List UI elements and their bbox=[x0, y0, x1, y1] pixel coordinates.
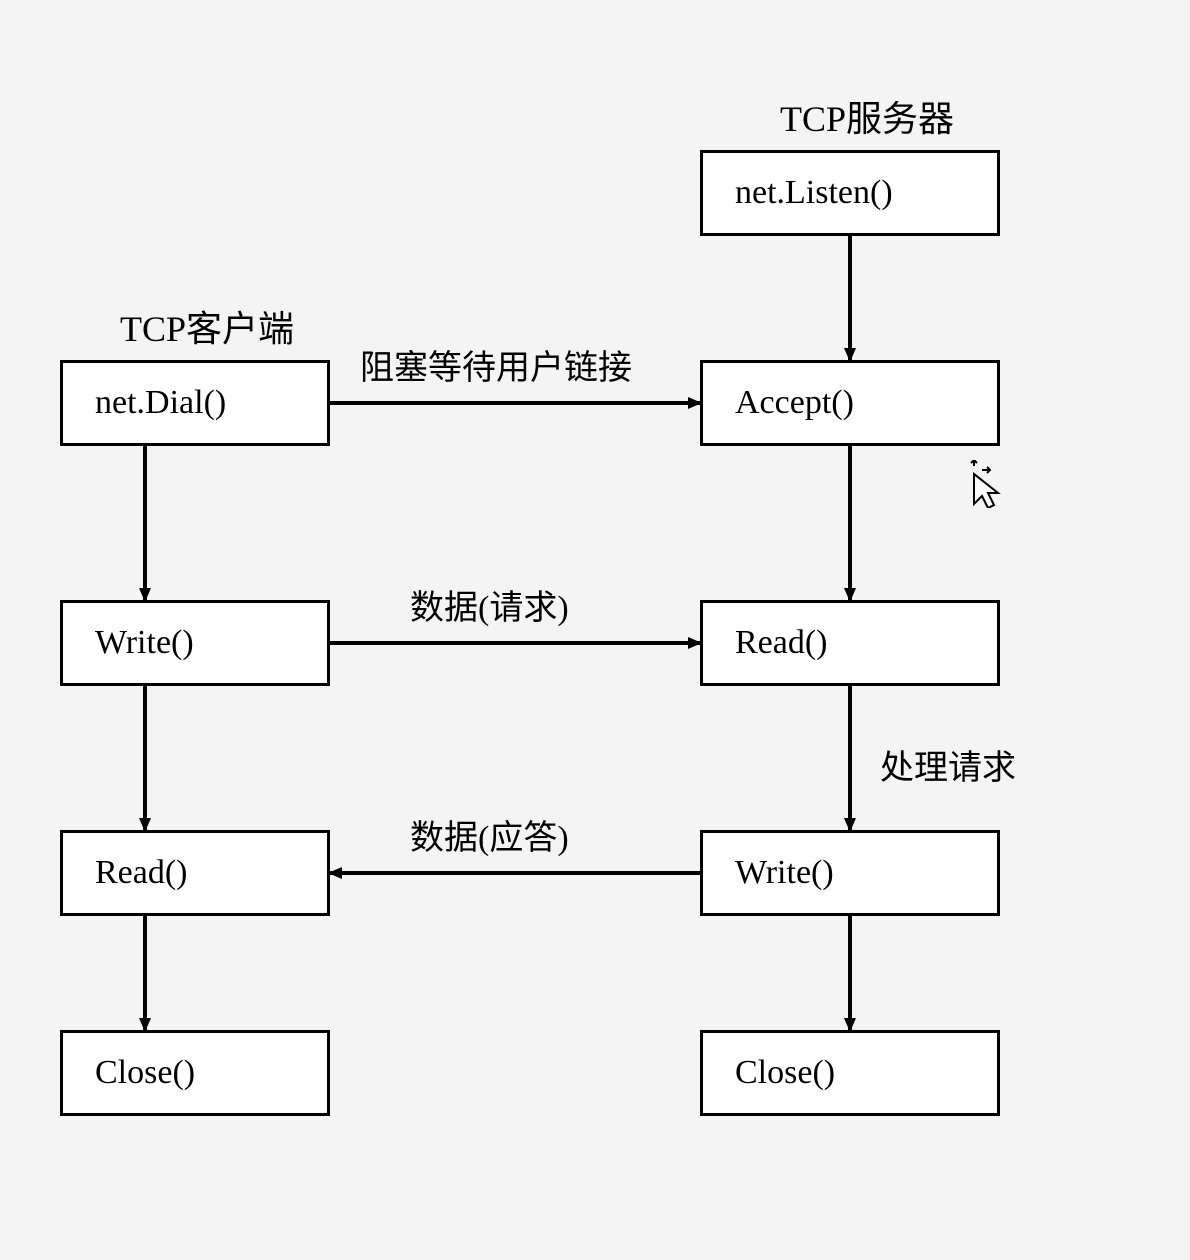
node-server-read: Read() bbox=[700, 600, 1000, 686]
edge-label-response: 数据(应答) bbox=[410, 810, 569, 859]
node-accept: Accept() bbox=[700, 360, 1000, 446]
cursor-move-icon bbox=[960, 460, 1008, 508]
node-client-write: Write() bbox=[60, 600, 330, 686]
flowchart-canvas: TCP客户端 TCP服务器 net.Listen() Accept() net.… bbox=[0, 0, 1190, 1260]
node-label: Read() bbox=[95, 854, 188, 892]
node-label: Write() bbox=[735, 854, 834, 892]
node-label: Read() bbox=[735, 624, 828, 662]
node-client-read: Read() bbox=[60, 830, 330, 916]
node-client-close: Close() bbox=[60, 1030, 330, 1116]
node-label: Close() bbox=[735, 1054, 835, 1092]
node-label: Write() bbox=[95, 624, 194, 662]
node-label: Close() bbox=[95, 1054, 195, 1092]
node-label: net.Listen() bbox=[735, 174, 893, 212]
edge-label-process: 处理请求 bbox=[880, 740, 1016, 789]
node-server-close: Close() bbox=[700, 1030, 1000, 1116]
node-server-write: Write() bbox=[700, 830, 1000, 916]
node-net-listen: net.Listen() bbox=[700, 150, 1000, 236]
title-server: TCP服务器 bbox=[780, 90, 954, 142]
edge-label-connect: 阻塞等待用户链接 bbox=[360, 340, 632, 389]
node-label: net.Dial() bbox=[95, 384, 226, 422]
title-client: TCP客户端 bbox=[120, 300, 294, 352]
node-label: Accept() bbox=[735, 384, 854, 422]
edge-label-request: 数据(请求) bbox=[410, 580, 569, 629]
node-net-dial: net.Dial() bbox=[60, 360, 330, 446]
